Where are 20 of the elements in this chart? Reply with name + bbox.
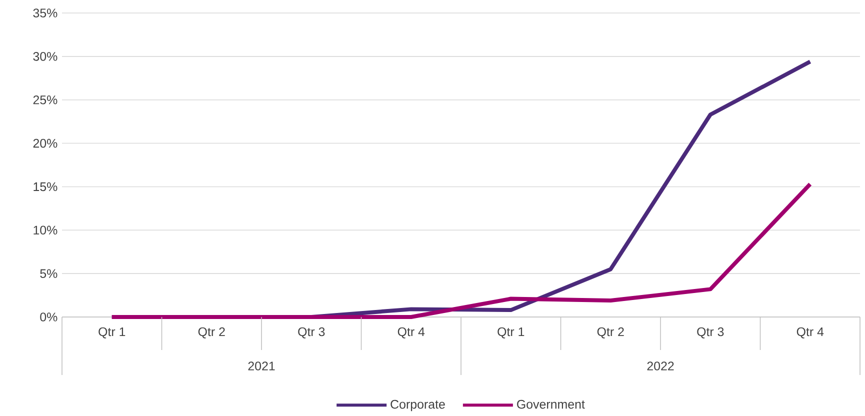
x-tick-label: Qtr 3 xyxy=(298,327,325,338)
y-tick-label: 35% xyxy=(33,8,58,18)
x-tick-label: Qtr 1 xyxy=(98,327,126,338)
x-tick-label: Qtr 4 xyxy=(398,327,425,338)
y-tick-label: 30% xyxy=(33,52,58,61)
x-tick-label: Qtr 3 xyxy=(697,327,724,338)
x-tick-label: Qtr 2 xyxy=(597,327,624,338)
text: 2022 xyxy=(647,362,674,370)
y-tick-label: 15% xyxy=(34,182,58,192)
legend-label: Corporate xyxy=(390,400,445,412)
y-tick-label: 25% xyxy=(33,95,58,104)
legend-label: Government xyxy=(517,400,585,409)
y-tick-label: 5% xyxy=(40,269,58,278)
x-tick-label: Qtr 2 xyxy=(198,327,225,338)
y-tick-label: 10% xyxy=(34,226,58,235)
text: 2021 xyxy=(248,362,275,370)
y-tick-label: 20% xyxy=(33,138,58,148)
y-tick-label: 0% xyxy=(40,312,58,322)
x-tick-label: Qtr 1 xyxy=(498,327,524,338)
x-tick-label: Qtr 4 xyxy=(796,327,824,338)
